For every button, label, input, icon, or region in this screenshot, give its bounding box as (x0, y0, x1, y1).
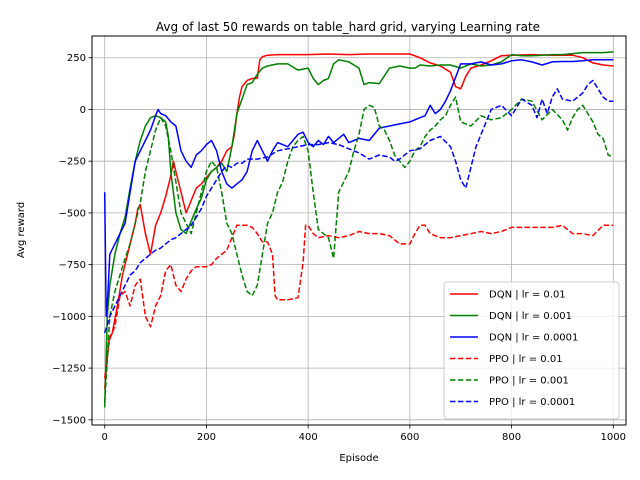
series-line-5 (103, 79, 614, 334)
series-line-4 (103, 96, 614, 404)
y-axis: −1500 −1250 −1000 −750 −500 −250 0 250 (52, 53, 92, 426)
x-tick-label: 1000 (601, 432, 626, 443)
x-tick-label: 800 (502, 432, 521, 443)
y-tick-label: −250 (59, 157, 86, 168)
x-tick-label: 0 (102, 432, 108, 443)
series-line-3 (103, 224, 614, 379)
x-axis-label: Episode (339, 453, 378, 464)
legend-label: DQN | lr = 0.001 (489, 311, 572, 322)
series-line-2 (103, 59, 614, 318)
y-tick-label: −1500 (52, 415, 86, 426)
plot-frame (91, 35, 627, 426)
y-tick-label: 250 (67, 53, 86, 64)
y-tick-label: −1000 (52, 312, 86, 323)
gridlines (92, 36, 626, 425)
x-tick-label: 600 (400, 432, 419, 443)
legend-label: DQN | lr = 0.0001 (489, 333, 578, 344)
legend-label: PPO | lr = 0.001 (489, 376, 569, 387)
x-tick-label: 200 (197, 432, 216, 443)
y-tick-label: −750 (59, 260, 86, 271)
legend: DQN | lr = 0.01 DQN | lr = 0.001 DQN | lr … (443, 281, 620, 420)
series-lines (103, 51, 614, 408)
y-tick-label: −500 (59, 208, 86, 219)
y-tick-label: 0 (80, 105, 86, 116)
legend-label: PPO | lr = 0.01 (489, 354, 563, 365)
legend-frame (443, 281, 620, 420)
series-line-0 (103, 53, 614, 389)
x-tick-label: 400 (299, 432, 318, 443)
legend-label: DQN | lr = 0.01 (489, 290, 566, 301)
y-axis-label: Avg reward (16, 202, 27, 258)
y-tick-label: −1250 (52, 364, 86, 375)
chart-title: Avg of last 50 rewards on table_hard gri… (156, 20, 540, 34)
x-axis: 0 200 400 600 800 1000 (102, 425, 626, 443)
legend-label: PPO | lr = 0.0001 (489, 397, 575, 408)
